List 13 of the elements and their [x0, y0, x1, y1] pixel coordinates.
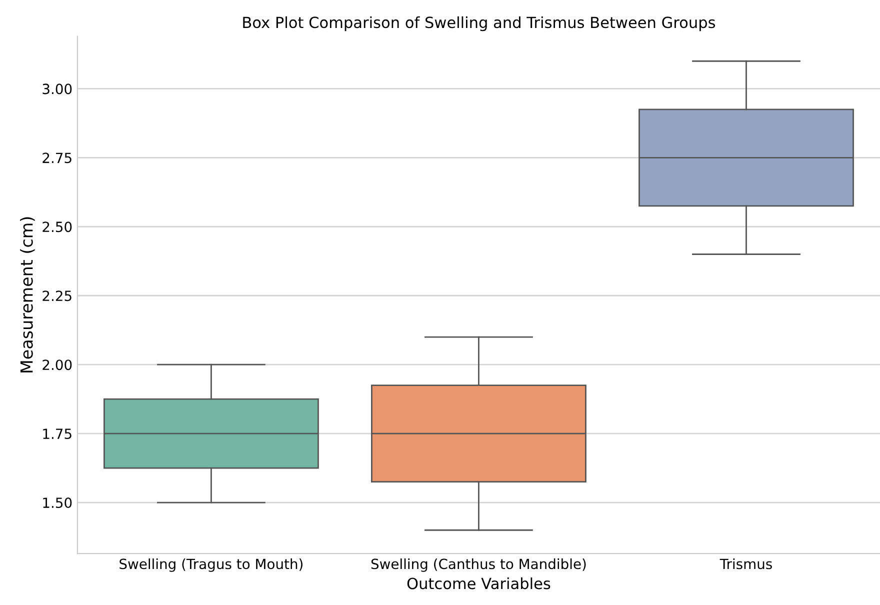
x-tick-label: Swelling (Canthus to Mandible) [371, 558, 586, 572]
y-tick-label: 2.00 [42, 360, 72, 370]
x-tick-label: Trismus [720, 558, 772, 570]
y-tick-label: 3.00 [42, 84, 72, 94]
y-axis-title: Measurement (cm) [20, 217, 35, 372]
x-axis-title: Outcome Variables [407, 577, 550, 590]
y-tick-label: 1.50 [43, 498, 72, 508]
y-tick-label: 1.75 [43, 428, 72, 440]
y-tick-label: 2.50 [42, 222, 72, 232]
chart-title: Box Plot Comparison of Swelling and Trismus Between Groups [243, 16, 716, 32]
y-tick-label: 2.75 [42, 152, 72, 164]
x-tick-label: Swelling (Tragus to Mouth) [120, 558, 302, 572]
y-tick-label: 2.25 [42, 290, 72, 302]
